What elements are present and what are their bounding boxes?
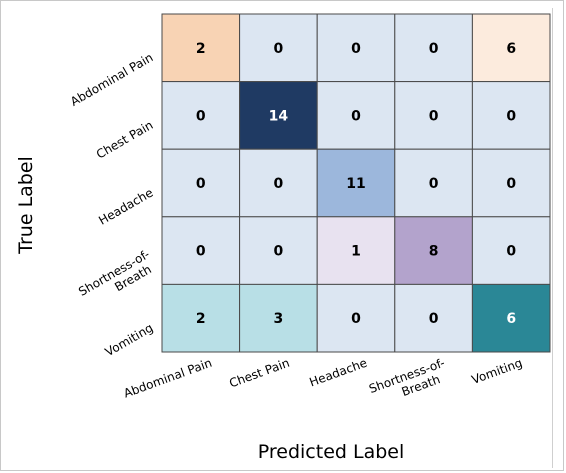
x-axis-label: Predicted Label	[258, 441, 405, 463]
matrix-cell	[239, 148, 318, 218]
x-tick-label: Abdominal Pain	[122, 356, 214, 401]
cell-value-label: 0	[429, 176, 439, 192]
cell-value-label: 0	[274, 41, 284, 57]
cell-value-label: 2	[196, 41, 206, 57]
cell-value-label: 0	[196, 176, 206, 192]
matrix-cell	[394, 216, 473, 285]
cell-value-label: 0	[196, 108, 206, 124]
matrix-cell	[394, 148, 473, 218]
matrix-cell	[161, 148, 241, 218]
matrix-cell	[316, 216, 396, 285]
divider-line	[552, 8, 553, 468]
cell-value-label: 0	[429, 41, 439, 57]
cell-value-label: 0	[351, 311, 361, 327]
x-tick-label: Vomiting	[470, 356, 525, 387]
cell-value-label: 0	[429, 108, 439, 124]
matrix-cell	[161, 81, 241, 150]
y-tick-label: Abdominal Pain	[68, 50, 155, 109]
cell-value-label: 0	[274, 244, 284, 260]
cell-value-label: 11	[346, 176, 365, 192]
cell-value-label: 0	[506, 176, 516, 192]
matrix-cell	[471, 216, 551, 285]
matrix-cell	[316, 81, 396, 150]
cell-value-label: 2	[196, 311, 206, 327]
cell-value-label: 14	[269, 108, 289, 124]
cell-value-label: 0	[274, 176, 284, 192]
matrix-cell	[394, 81, 473, 150]
cell-value-label: 0	[351, 41, 361, 57]
cell-value-label: 6	[506, 311, 516, 327]
y-tick-label: Chest Pain	[94, 118, 156, 162]
matrix-cell	[239, 81, 318, 150]
cell-value-label: 0	[506, 244, 516, 260]
y-tick-label: Vomiting	[103, 321, 156, 360]
x-tick-label: Chest Pain	[227, 356, 291, 391]
cell-value-label: 0	[506, 108, 516, 124]
matrix-cell	[316, 148, 396, 218]
cell-value-label: 1	[351, 244, 361, 260]
matrix-cell	[471, 13, 551, 83]
cell-value-label: 8	[429, 244, 439, 260]
cell-value-label: 3	[274, 311, 284, 327]
x-tick-label: Shortness-of-Breath	[367, 356, 451, 410]
y-tick-label: Headache	[96, 185, 155, 227]
cell-value-label: 0	[351, 108, 361, 124]
matrix-cell	[239, 283, 318, 353]
cell-value-label: 0	[196, 244, 206, 260]
cell-value-label: 6	[506, 41, 516, 57]
matrix-cell	[471, 148, 551, 218]
y-axis-label: True Label	[15, 156, 37, 255]
y-tick-label: Shortness-of-Breath	[76, 247, 159, 311]
x-tick-label: Headache	[308, 356, 369, 390]
matrix-cell	[471, 283, 551, 353]
cell-value-label: 0	[429, 311, 439, 327]
matrix-cell	[394, 283, 473, 353]
